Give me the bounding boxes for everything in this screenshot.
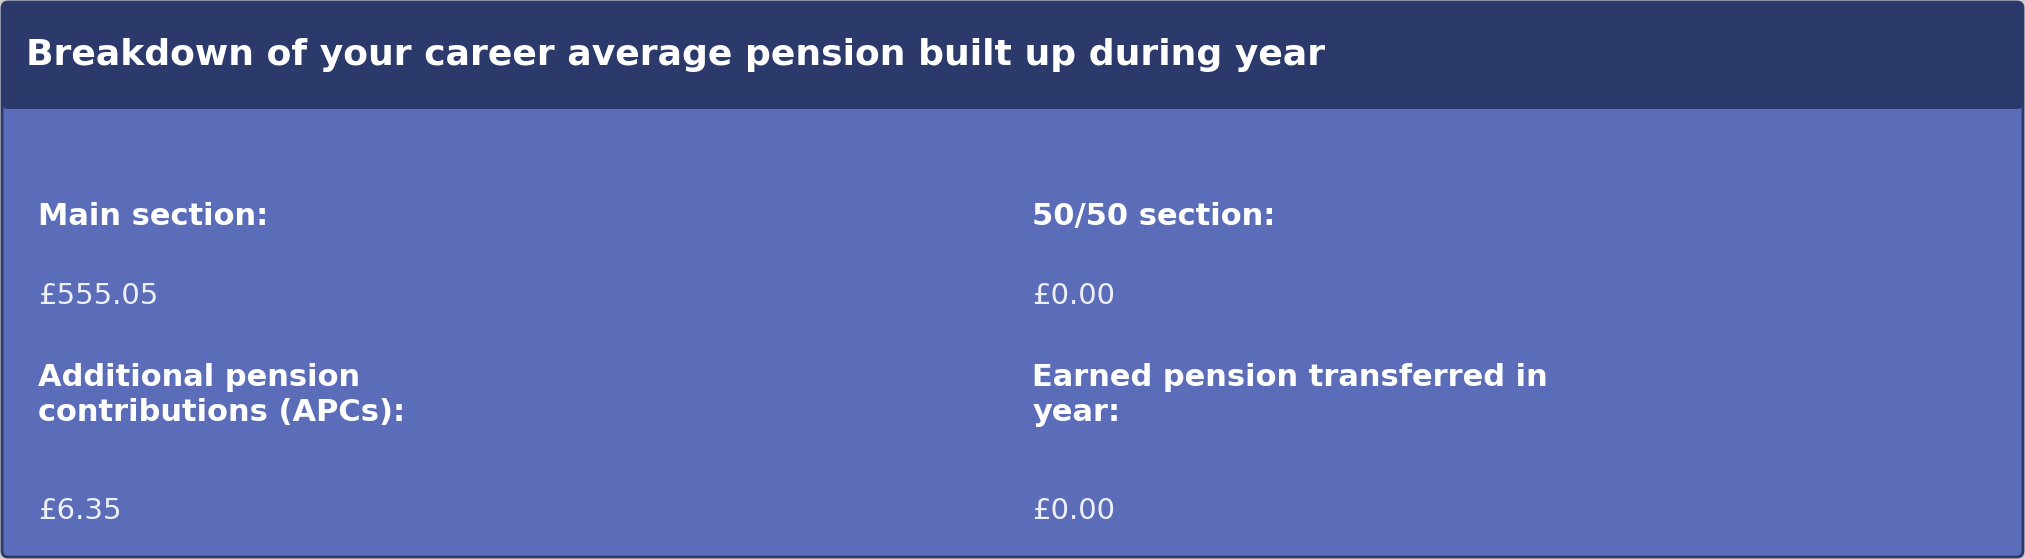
Text: £555.05: £555.05 bbox=[38, 282, 158, 310]
Text: Breakdown of your career average pension built up during year: Breakdown of your career average pension… bbox=[26, 39, 1324, 73]
FancyBboxPatch shape bbox=[2, 2, 2023, 109]
Text: 50/50 section:: 50/50 section: bbox=[1033, 202, 1276, 230]
Text: Additional pension
contributions (APCs):: Additional pension contributions (APCs): bbox=[38, 363, 405, 427]
Text: Main section:: Main section: bbox=[38, 202, 267, 230]
Bar bbox=[8, 56, 2017, 103]
Text: £0.00: £0.00 bbox=[1033, 282, 1116, 310]
Text: £0.00: £0.00 bbox=[1033, 498, 1116, 525]
Text: Earned pension transferred in
year:: Earned pension transferred in year: bbox=[1033, 363, 1549, 427]
Text: £6.35: £6.35 bbox=[38, 498, 122, 525]
